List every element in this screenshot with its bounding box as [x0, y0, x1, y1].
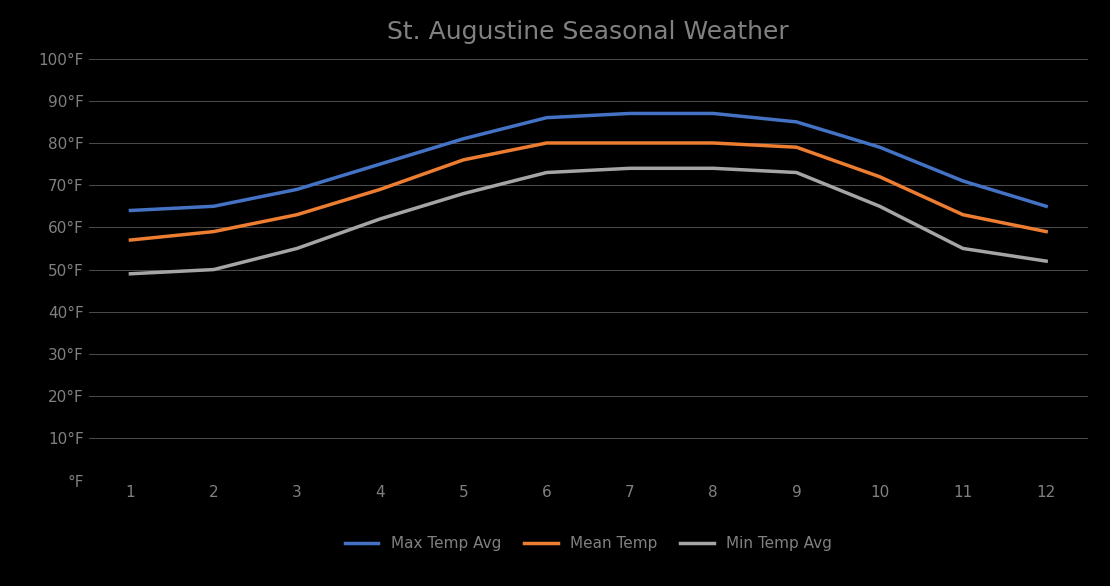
Max Temp Avg	[789, 118, 803, 125]
Max Temp Avg	[291, 186, 304, 193]
Min Temp Avg	[457, 190, 471, 197]
Min Temp Avg	[624, 165, 637, 172]
Min Temp Avg	[124, 270, 138, 277]
Mean Temp	[373, 186, 387, 193]
Title: St. Augustine Seasonal Weather: St. Augustine Seasonal Weather	[387, 20, 789, 44]
Max Temp Avg	[706, 110, 719, 117]
Min Temp Avg	[539, 169, 553, 176]
Max Temp Avg	[539, 114, 553, 121]
Max Temp Avg	[1039, 203, 1052, 210]
Mean Temp	[706, 139, 719, 146]
Line: Min Temp Avg: Min Temp Avg	[131, 168, 1046, 274]
Min Temp Avg	[206, 266, 220, 273]
Mean Temp	[457, 156, 471, 163]
Max Temp Avg	[373, 161, 387, 168]
Mean Temp	[624, 139, 637, 146]
Min Temp Avg	[1039, 258, 1052, 265]
Min Temp Avg	[291, 245, 304, 252]
Max Temp Avg	[124, 207, 138, 214]
Mean Temp	[539, 139, 553, 146]
Min Temp Avg	[373, 216, 387, 223]
Max Temp Avg	[206, 203, 220, 210]
Max Temp Avg	[872, 144, 886, 151]
Max Temp Avg	[624, 110, 637, 117]
Min Temp Avg	[956, 245, 970, 252]
Min Temp Avg	[706, 165, 719, 172]
Max Temp Avg	[956, 178, 970, 185]
Line: Mean Temp: Mean Temp	[131, 143, 1046, 240]
Mean Temp	[291, 211, 304, 218]
Mean Temp	[206, 228, 220, 235]
Mean Temp	[956, 211, 970, 218]
Min Temp Avg	[872, 203, 886, 210]
Legend: Max Temp Avg, Mean Temp, Min Temp Avg: Max Temp Avg, Mean Temp, Min Temp Avg	[339, 530, 838, 557]
Mean Temp	[789, 144, 803, 151]
Mean Temp	[124, 237, 138, 244]
Min Temp Avg	[789, 169, 803, 176]
Mean Temp	[872, 173, 886, 180]
Mean Temp	[1039, 228, 1052, 235]
Line: Max Temp Avg: Max Temp Avg	[131, 114, 1046, 210]
Max Temp Avg	[457, 135, 471, 142]
